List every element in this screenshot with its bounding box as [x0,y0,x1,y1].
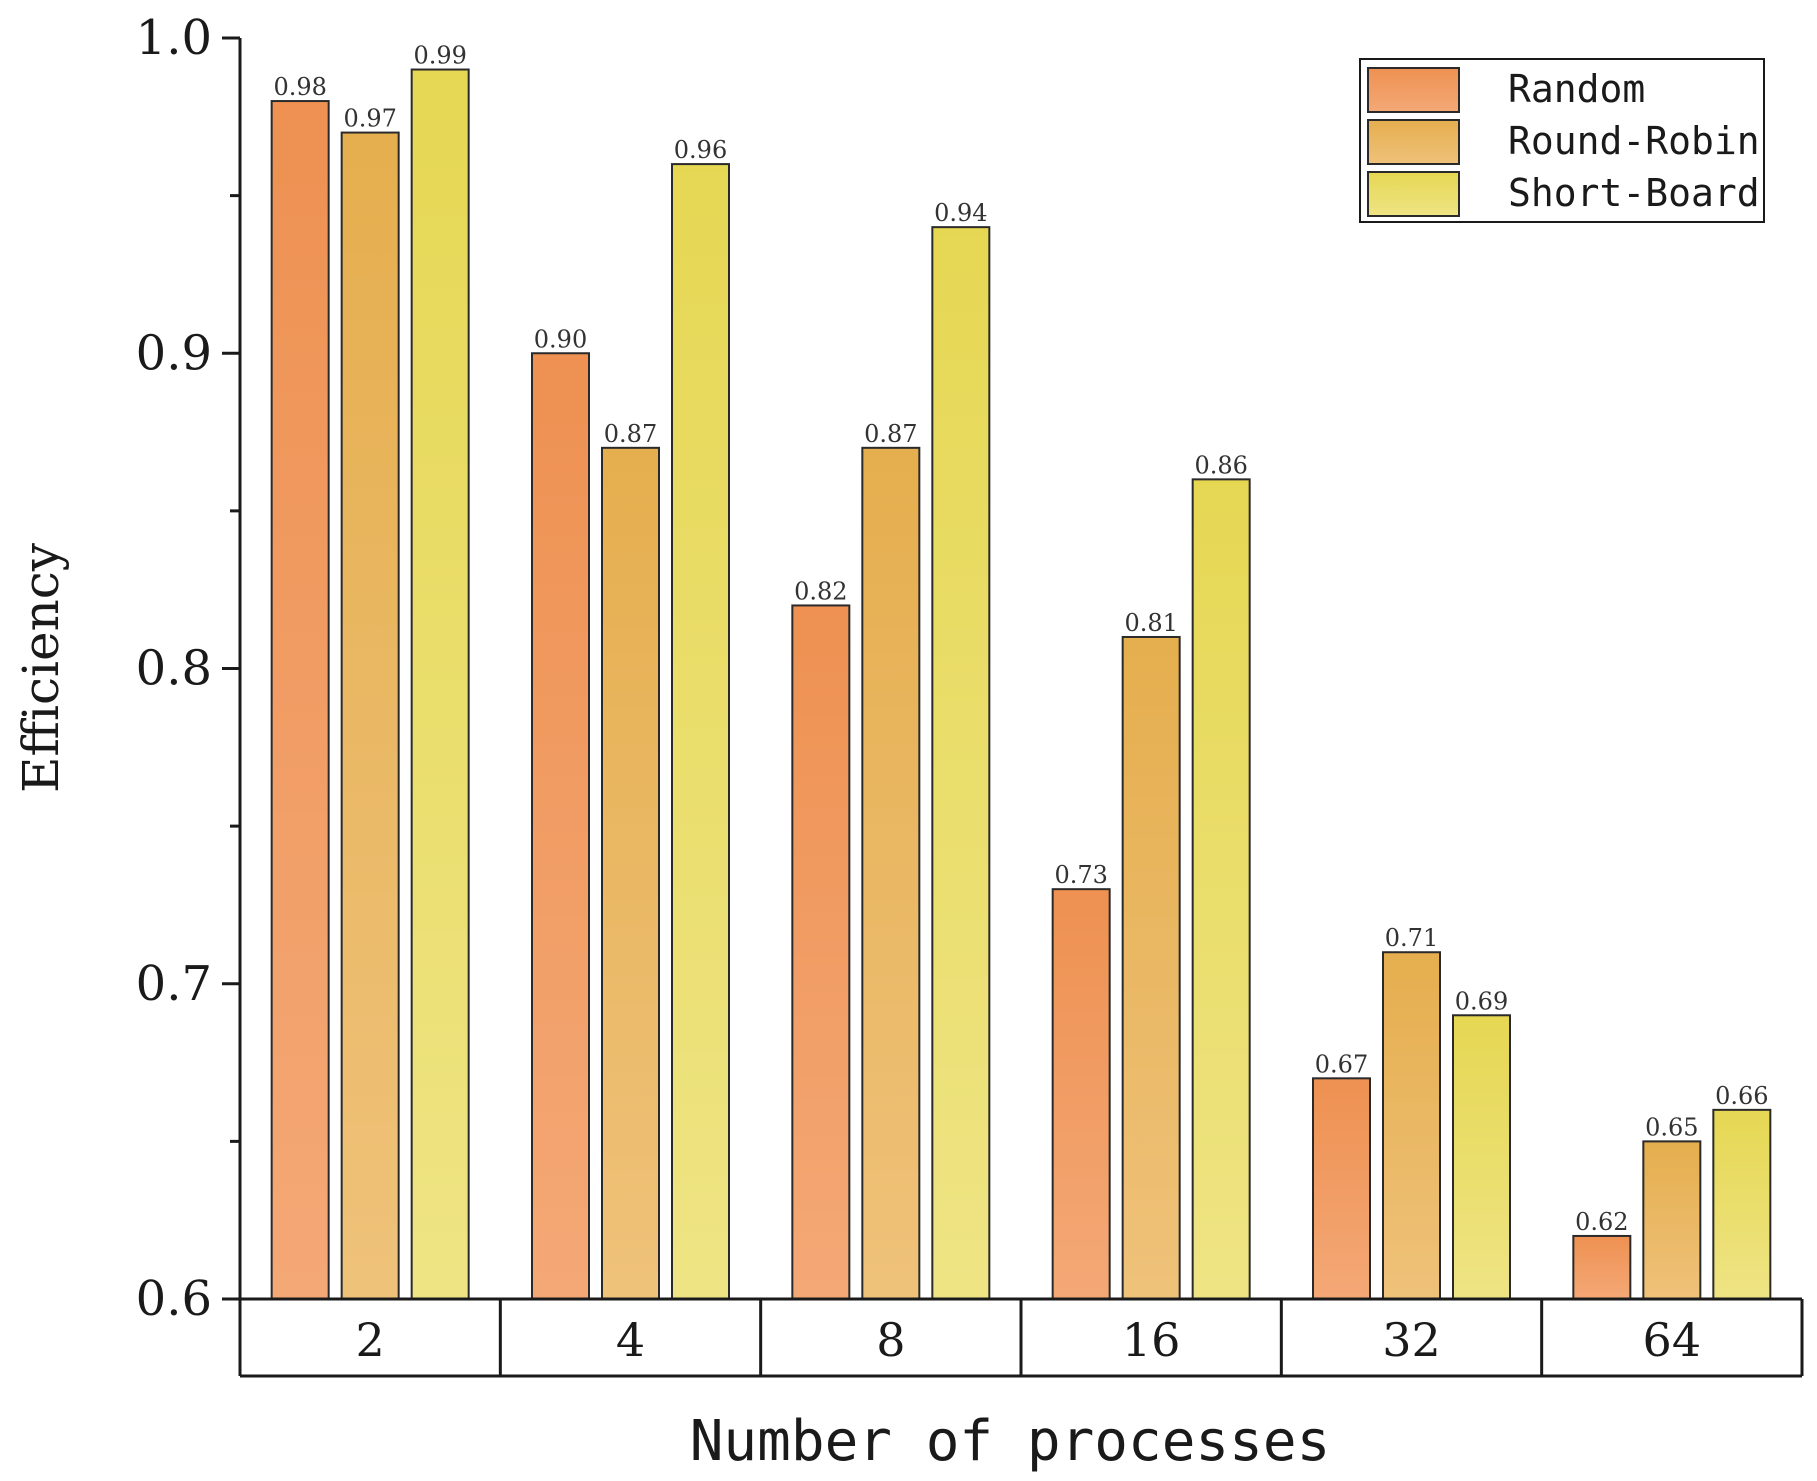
legend-label: Round-Robin [1508,119,1760,163]
x-category-table: 2 4 8 16 32 64 [238,1297,1804,1378]
value-label: 0.67 [1315,1050,1368,1078]
bar-short-board-32 [1452,1014,1511,1301]
value-label: 0.96 [674,136,727,164]
bar-random-64 [1572,1234,1632,1300]
x-tick-label: 4 [616,1313,645,1367]
value-label: 0.94 [934,199,987,227]
bar-short-board-4 [671,163,730,1301]
x-tick-label: 64 [1643,1313,1702,1367]
value-label: 0.87 [864,420,917,448]
x-tick-label: 8 [876,1313,905,1367]
y-tick-label: 0.9 [136,325,212,381]
y-tick-labels-group: 0.6 0.7 0.8 0.9 1.0 [136,10,212,1327]
bar-round-robin-32 [1382,951,1441,1300]
value-label: 0.82 [794,577,847,605]
legend-swatch [1367,119,1460,165]
bar-round-robin-16 [1121,635,1181,1300]
legend-label: Random [1508,67,1645,111]
legend-swatch [1367,67,1460,113]
bar-round-robin-2 [340,131,400,1301]
y-ticks-group [222,36,240,1301]
bar-short-board-2 [410,68,470,1300]
legend-swatch [1367,171,1460,217]
y-tick-label: 1.0 [136,10,212,66]
value-label: 0.87 [604,420,657,448]
bar-random-2 [270,100,330,1300]
bar-random-4 [531,352,590,1300]
y-tick-label: 0.8 [136,641,212,697]
x-tick-label: 32 [1382,1313,1441,1367]
bar-random-8 [791,604,851,1300]
value-label: 0.71 [1385,924,1438,952]
y-axis-label: Efficiency [12,542,70,793]
value-label: 0.86 [1194,451,1247,479]
value-label: 0.65 [1645,1113,1698,1141]
value-label: 0.73 [1054,861,1107,889]
bar-short-board-64 [1712,1108,1772,1300]
value-label: 0.66 [1715,1082,1768,1110]
value-label: 0.90 [534,325,587,353]
bar-random-32 [1312,1077,1371,1300]
value-label: 0.69 [1455,987,1508,1015]
bar-random-16 [1051,888,1111,1300]
bar-round-robin-4 [601,446,660,1300]
value-label: 0.62 [1575,1208,1628,1236]
x-tick-label: 2 [356,1313,385,1367]
legend: Random Round-Robin Short-Board [1359,58,1765,223]
y-tick-label: 0.7 [136,956,212,1012]
y-tick-label: 0.6 [136,1271,212,1327]
value-label: 0.99 [413,42,466,70]
bar-round-robin-64 [1642,1140,1702,1300]
legend-label: Short-Board [1508,171,1760,215]
bar-short-board-8 [931,226,991,1300]
value-label: 0.98 [273,73,326,101]
bars-group [270,68,1772,1301]
bar-round-robin-8 [861,446,921,1300]
x-axis-label: Number of processes [690,1409,1331,1474]
x-tick-label: 16 [1122,1313,1181,1367]
value-label: 0.81 [1124,609,1177,637]
value-labels-group: 0.98 0.90 0.82 0.73 0.67 0.62 0.97 0.87 0.87 0.81… [273,42,1768,1236]
value-label: 0.97 [343,105,396,133]
bar-short-board-16 [1191,478,1251,1301]
